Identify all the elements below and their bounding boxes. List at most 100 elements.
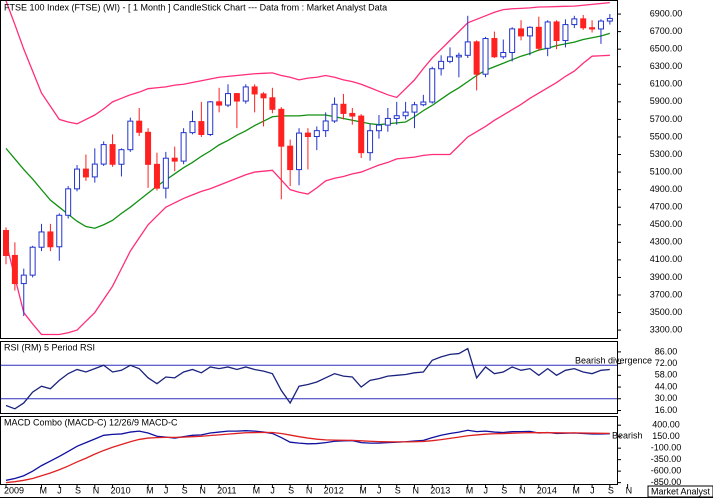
candle-body xyxy=(74,168,81,190)
y-tick-label: 400.00 xyxy=(652,420,680,430)
candle-body xyxy=(225,93,231,106)
candle-body xyxy=(304,132,311,138)
y-tick-label: 5100.00 xyxy=(650,166,683,176)
y-tick-label: 4700.00 xyxy=(650,202,683,212)
x-tick-label: 2011 xyxy=(217,485,236,495)
x-tick-label: 2014 xyxy=(537,485,557,495)
candle-body xyxy=(109,144,116,165)
series-line xyxy=(5,429,610,481)
candle-body xyxy=(207,101,214,135)
y-tick-label: 5700.00 xyxy=(650,114,683,124)
candle-body xyxy=(242,86,249,102)
x-tick-label: M xyxy=(253,485,261,495)
candle-body xyxy=(180,132,187,162)
x-tick-label: N xyxy=(519,485,526,495)
candle-body xyxy=(535,26,542,49)
candle-body xyxy=(420,101,427,106)
y-tick-label: 86.00 xyxy=(655,346,678,356)
candle-body xyxy=(589,27,596,30)
candle-body xyxy=(384,117,391,126)
x-tick-label: 2010 xyxy=(111,485,131,495)
candle-body xyxy=(278,108,285,147)
y-tick-label: 58.00 xyxy=(655,370,678,380)
candle-body xyxy=(11,254,18,285)
candle-body xyxy=(216,101,223,106)
annotation: Bearish xyxy=(612,430,643,440)
x-tick-label: S xyxy=(501,485,507,495)
candle-body xyxy=(571,18,578,26)
candle-body xyxy=(597,20,604,30)
candle-body xyxy=(91,163,98,178)
y-tick-label: 6500.00 xyxy=(650,44,683,54)
candle-body xyxy=(438,60,445,70)
x-tick-label: M xyxy=(359,485,367,495)
candle-body xyxy=(251,86,258,95)
y-tick-label: -350.00 xyxy=(651,454,682,464)
y-tick-label: 16.00 xyxy=(655,405,678,415)
series-line xyxy=(5,431,610,484)
candle-body xyxy=(3,230,9,256)
y-tick-label: 3900.00 xyxy=(650,272,683,282)
candle-body xyxy=(411,104,418,113)
candle-body xyxy=(198,121,205,135)
candle-body xyxy=(447,56,453,62)
y-tick-label: 4900.00 xyxy=(650,184,683,194)
candle-body xyxy=(296,132,303,171)
y-tick-label: 3700.00 xyxy=(650,289,683,299)
panel-title: MACD Combo (MACD-C) 12/26/9 MACD-C xyxy=(4,417,178,427)
y-tick-label: 6900.00 xyxy=(650,8,683,18)
x-tick-label: J xyxy=(377,485,382,495)
x-tick-label: N xyxy=(412,485,419,495)
candle-body xyxy=(340,103,347,114)
candle-body xyxy=(20,274,27,285)
candle-body xyxy=(313,130,320,138)
candle-body xyxy=(491,38,498,58)
x-tick-label: M xyxy=(40,485,48,495)
y-tick-label: 5900.00 xyxy=(650,96,683,106)
candle-body xyxy=(189,121,196,134)
panel-title: FTSE 100 Index (FTSE) (WI) - [ 1 Month ]… xyxy=(4,2,387,12)
candle-body xyxy=(509,28,516,53)
series-line xyxy=(5,32,611,229)
x-tick-label: 2009 xyxy=(4,485,24,495)
candle-body xyxy=(162,157,169,189)
price-panel xyxy=(0,0,618,339)
x-tick-label: M xyxy=(146,485,154,495)
y-tick-label: 6700.00 xyxy=(650,26,683,36)
candle-body xyxy=(473,41,480,75)
x-tick-label: M xyxy=(466,485,474,495)
y-tick-label: 6100.00 xyxy=(650,79,683,89)
x-tick-label: 2012 xyxy=(324,485,344,495)
x-tick-label: J xyxy=(57,485,62,495)
annotation: Bearish divergence xyxy=(575,355,652,365)
candle-body xyxy=(375,124,382,132)
x-tick-label: S xyxy=(182,485,188,495)
y-tick-label: 4300.00 xyxy=(650,237,683,247)
y-tick-label: 6300.00 xyxy=(650,61,683,71)
y-tick-label: 4500.00 xyxy=(650,219,683,229)
candle-body xyxy=(260,93,267,99)
y-tick-label: 5500.00 xyxy=(650,131,683,141)
x-tick-label: N xyxy=(306,485,313,495)
x-tick-label: S xyxy=(288,485,294,495)
candle-body xyxy=(526,26,533,37)
candle-body xyxy=(500,51,507,58)
series-line xyxy=(5,0,610,125)
candle-body xyxy=(82,168,89,178)
candle-body xyxy=(580,18,587,29)
candle-body xyxy=(100,144,107,165)
source-box xyxy=(647,485,713,498)
y-tick-label: -100.00 xyxy=(651,443,682,453)
candle-body xyxy=(136,120,143,133)
candle-body xyxy=(544,21,551,49)
candle-body xyxy=(287,145,294,171)
candle-body xyxy=(482,38,489,75)
y-tick-label: 4100.00 xyxy=(650,254,683,264)
candle-body xyxy=(56,214,63,248)
candle-body xyxy=(145,131,152,165)
y-tick-label: 72.00 xyxy=(655,358,678,368)
source-label: Market Analyst xyxy=(651,486,711,496)
candle-body xyxy=(429,68,436,103)
y-tick-label: 5300.00 xyxy=(650,149,683,159)
